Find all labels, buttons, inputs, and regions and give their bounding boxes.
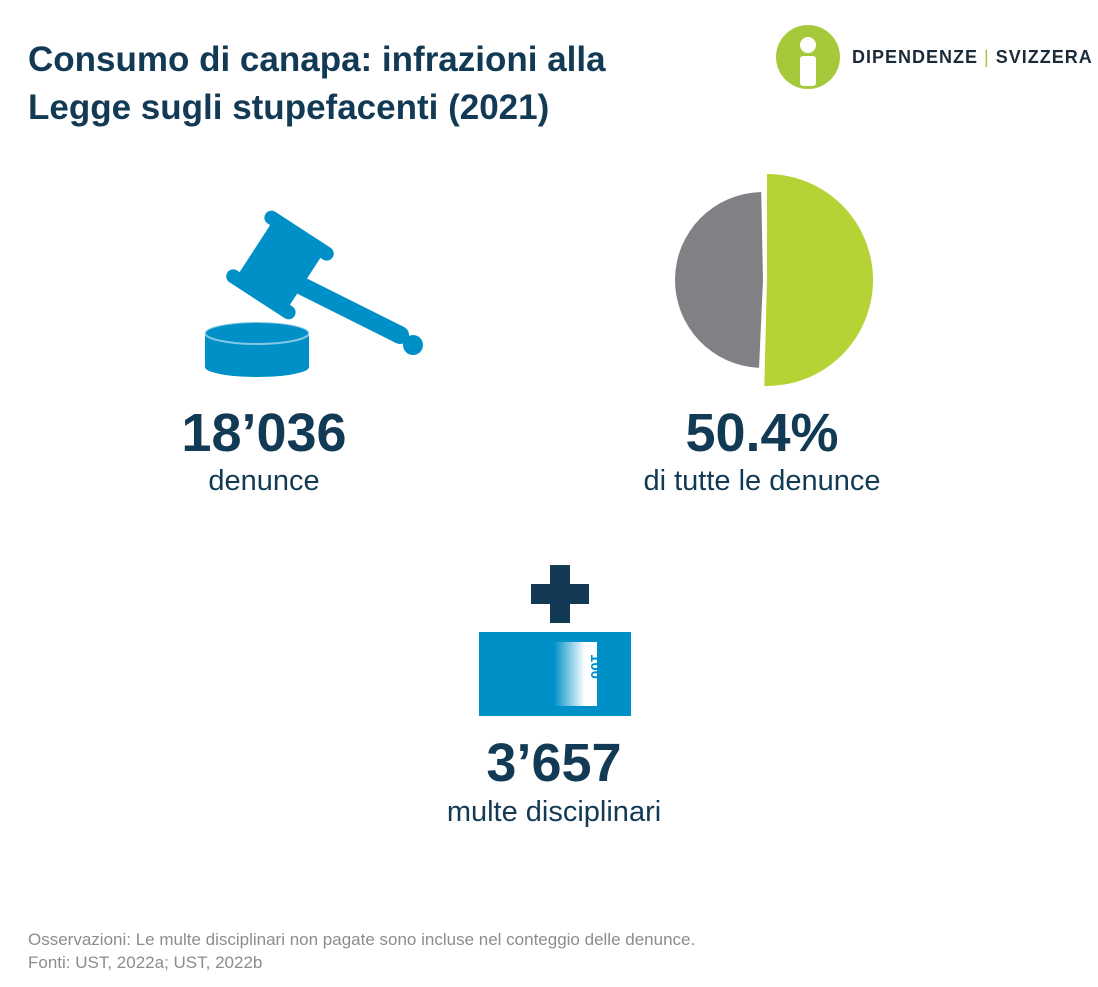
logo-text-part2: SVIZZERA — [995, 46, 1093, 67]
complaints-label: denunce — [208, 465, 320, 497]
banknote-icon: 100 — [479, 632, 631, 716]
banknote-value: 100 — [587, 654, 604, 679]
title-line-2: Legge sugli stupefacenti (2021) — [28, 88, 550, 127]
fines-value: 3’657 — [486, 733, 622, 793]
pie-slice-cannabis — [764, 174, 874, 386]
title-line-1: Consumo di canapa: infrazioni alla — [28, 40, 606, 79]
complaints-value: 18’036 — [181, 403, 347, 463]
pie-slice-other — [675, 192, 763, 368]
footnote: Osservazioni: Le multe disciplinari non … — [28, 928, 695, 974]
logo-text-part1: DIPENDENZE — [852, 46, 979, 67]
pie-chart — [675, 174, 874, 386]
footnote-observations: Osservazioni: Le multe disciplinari non … — [28, 930, 696, 949]
share-label: di tutte le denunce — [643, 465, 881, 497]
share-value: 50.4% — [685, 403, 839, 463]
logo-separator: | — [984, 46, 990, 67]
gavel-icon — [204, 210, 423, 377]
footnote-sources: Fonti: UST, 2022a; UST, 2022b — [28, 953, 263, 972]
fines-label: multe disciplinari — [446, 796, 662, 828]
person-circle-icon — [776, 25, 840, 89]
brand-logo[interactable]: DIPENDENZE | SVIZZERA — [776, 25, 1093, 89]
plus-icon — [531, 565, 589, 623]
page-title: Consumo di canapa: infrazioni alla Legge… — [28, 36, 728, 132]
logo-text: DIPENDENZE | SVIZZERA — [852, 47, 1093, 68]
